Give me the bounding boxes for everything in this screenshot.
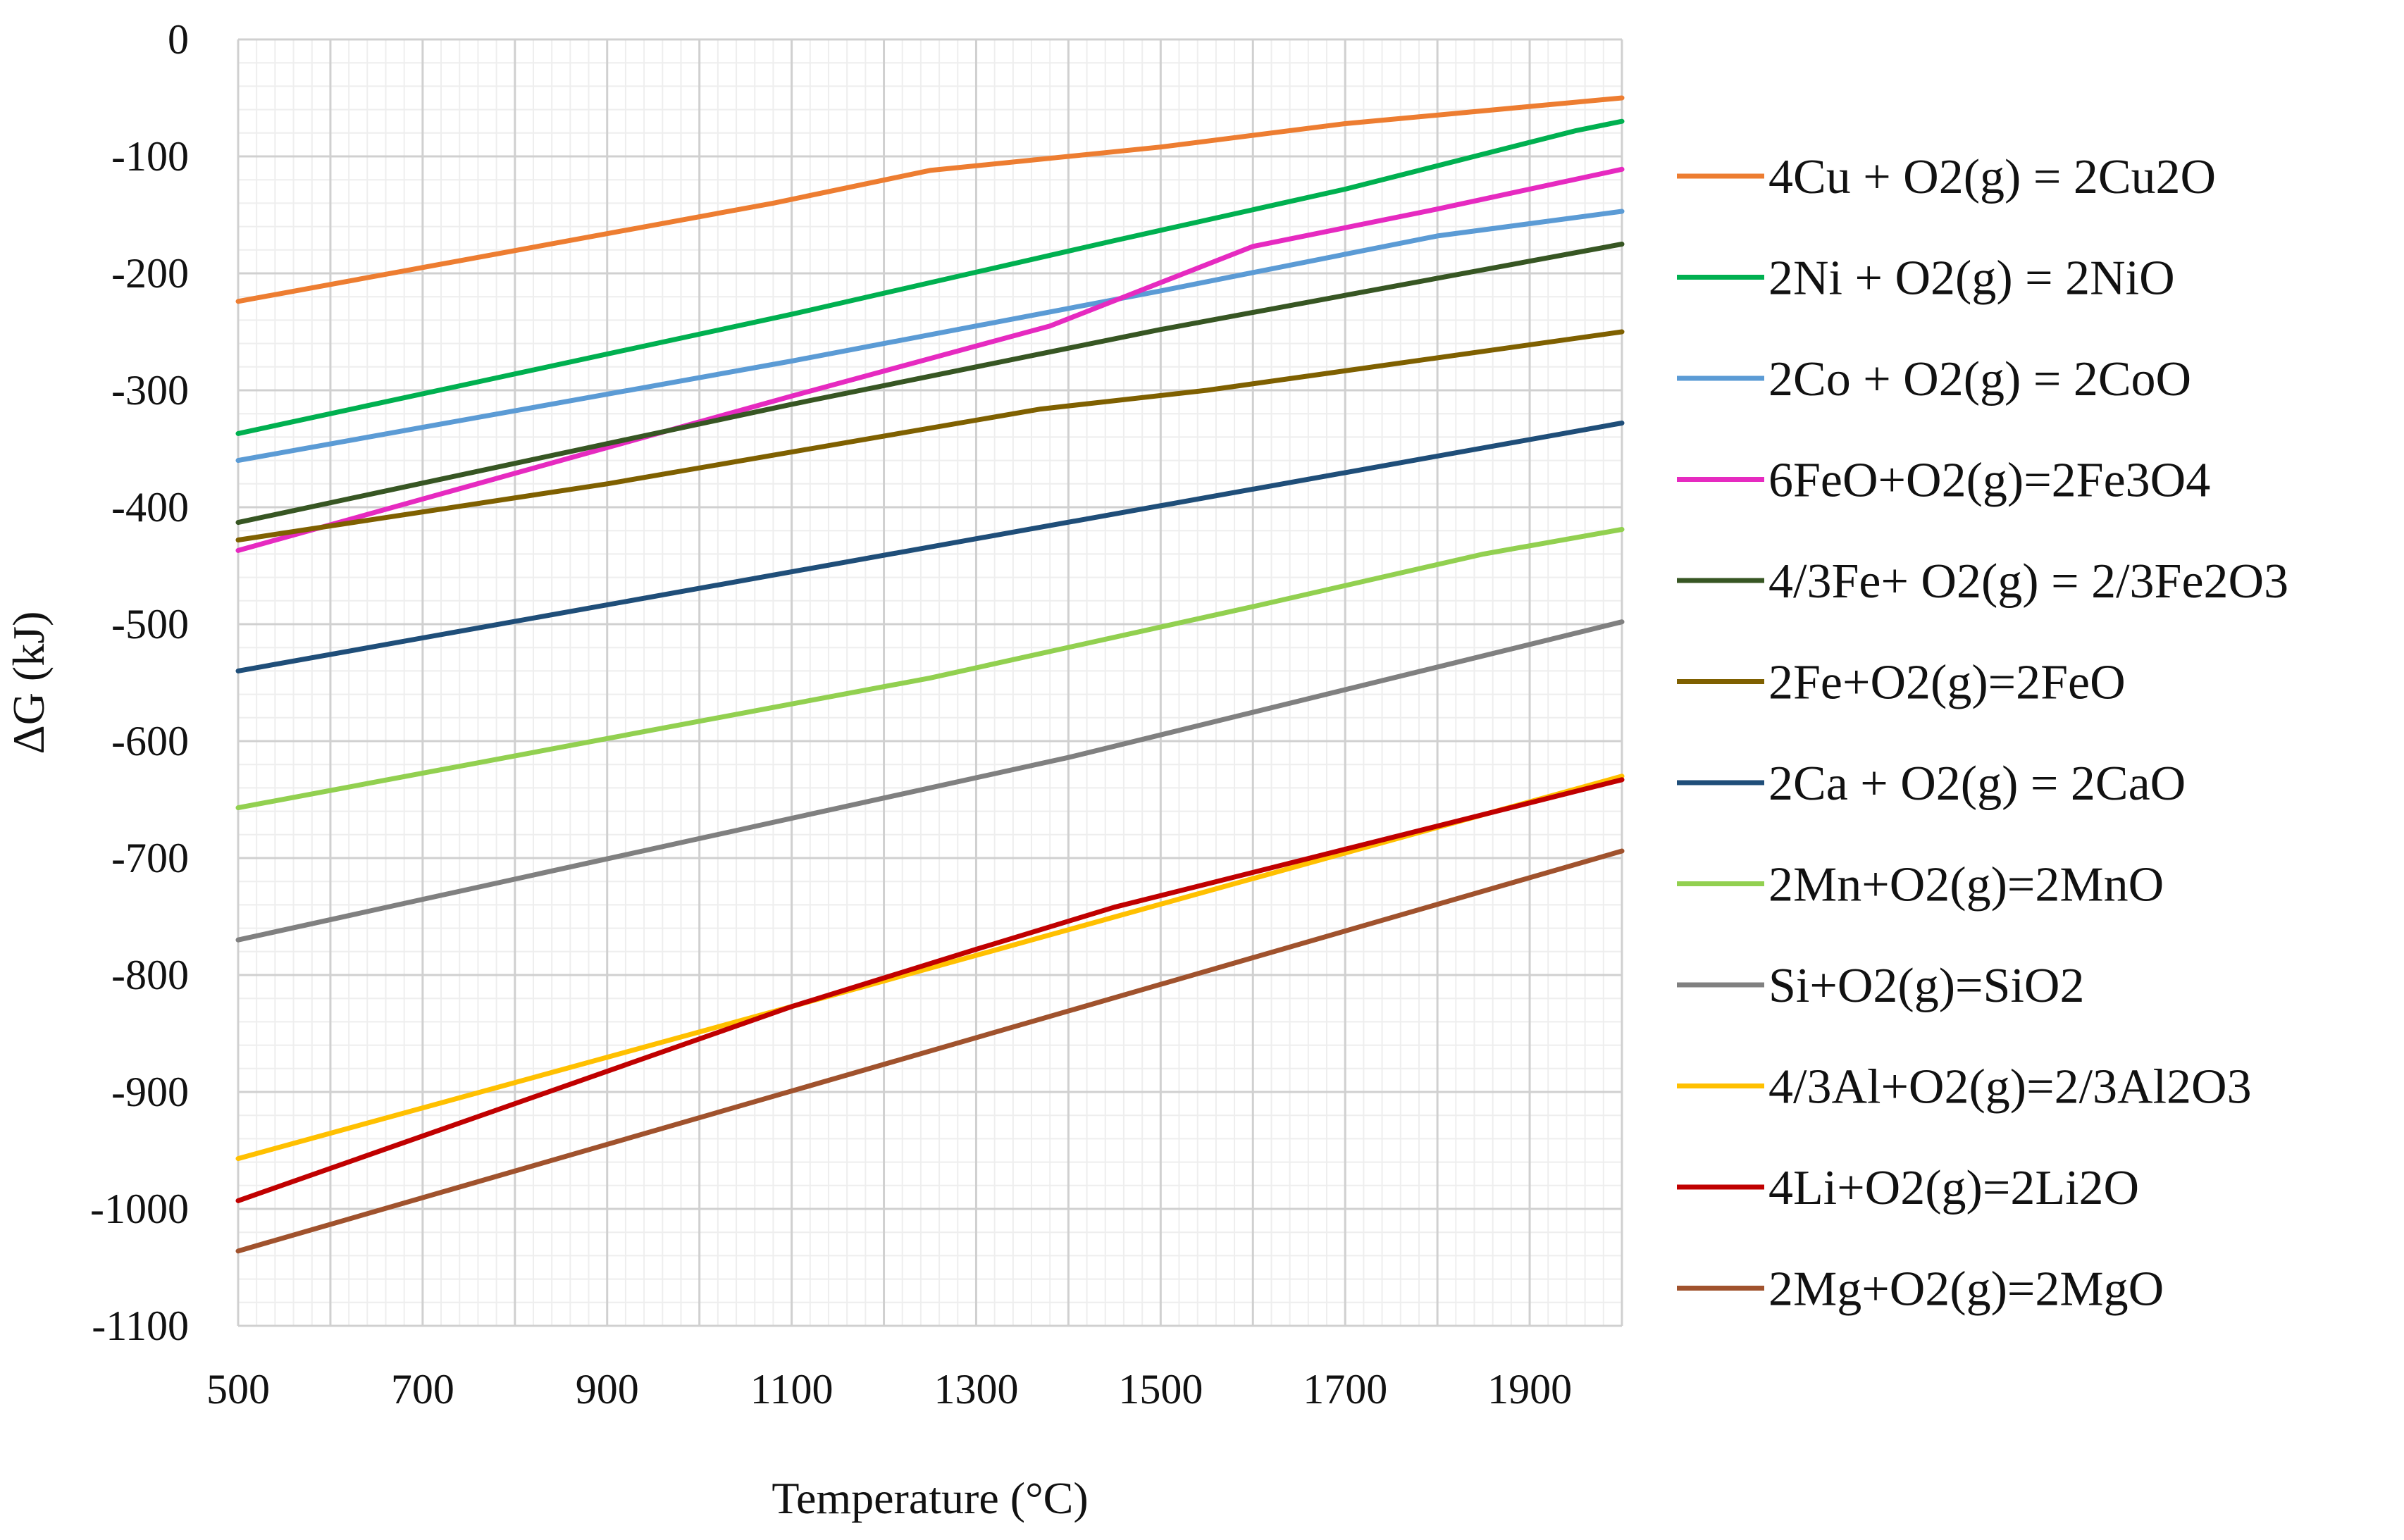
y-tick-label: -400 bbox=[111, 484, 189, 530]
x-tick-label: 900 bbox=[576, 1366, 639, 1412]
legend-label-7: 2Ca + O2(g) = 2CaO bbox=[1768, 757, 2186, 811]
y-axis-title: ΔG (kJ) bbox=[4, 611, 54, 755]
y-tick-label: -100 bbox=[111, 133, 189, 180]
x-tick-label: 500 bbox=[206, 1366, 270, 1412]
legend-label-12: 2Mg+O2(g)=2MgO bbox=[1768, 1262, 2164, 1317]
x-tick-label: 1300 bbox=[934, 1366, 1018, 1412]
legend-label-2: 2Ni + O2(g) = 2NiO bbox=[1768, 252, 2175, 306]
x-axis-tick-labels: 500 700 900 1100 1300 1500 1700 1900 bbox=[206, 1366, 1572, 1412]
legend-label-3: 2Co + O2(g) = 2CoO bbox=[1768, 352, 2191, 406]
series-line-9 bbox=[235, 619, 1625, 943]
y-tick-label: -200 bbox=[111, 250, 189, 297]
y-axis-tick-labels: 0 -100 -200 -300 -400 -500 -600 -700 -800 -900 -10… bbox=[90, 16, 189, 1349]
legend: 4Cu + O2(g) = 2Cu2O 2Ni + O2(g) = 2NiO 2Co… bbox=[1677, 150, 2288, 1317]
y-tick-label: -600 bbox=[111, 718, 189, 764]
legend-label-6: 2Fe+O2(g)=2FeO bbox=[1768, 656, 2126, 710]
y-tick-label: -700 bbox=[111, 835, 189, 881]
series-line-5 bbox=[235, 242, 1625, 526]
y-tick-label: -900 bbox=[111, 1069, 189, 1115]
x-tick-label: 1100 bbox=[750, 1366, 834, 1412]
series-line-3 bbox=[235, 209, 1625, 464]
legend-label-1: 4Cu + O2(g) = 2Cu2O bbox=[1768, 150, 2216, 204]
x-tick-label: 1500 bbox=[1118, 1366, 1203, 1412]
y-tick-label: -1000 bbox=[90, 1186, 189, 1232]
y-tick-label: -300 bbox=[111, 367, 189, 414]
series-line-12 bbox=[235, 848, 1625, 1254]
y-tick-label: -1100 bbox=[92, 1303, 189, 1349]
legend-label-5: 4/3Fe+ O2(g) = 2/3Fe2O3 bbox=[1768, 554, 2288, 609]
series-line-2 bbox=[235, 118, 1625, 436]
series-line-8 bbox=[235, 527, 1625, 811]
legend-label-4: 6FeO+O2(g)=2Fe3O4 bbox=[1768, 454, 2210, 508]
series-lines bbox=[235, 95, 1625, 1254]
minor-gridlines bbox=[238, 39, 1622, 1326]
y-tick-label: -500 bbox=[111, 601, 189, 647]
series-line-1 bbox=[235, 95, 1625, 304]
x-tick-label: 1900 bbox=[1487, 1366, 1572, 1412]
x-tick-label: 1700 bbox=[1303, 1366, 1387, 1412]
major-gridlines bbox=[237, 38, 1623, 1327]
legend-label-8: 2Mn+O2(g)=2MnO bbox=[1768, 858, 2164, 912]
x-tick-label: 700 bbox=[391, 1366, 454, 1412]
legend-label-9: Si+O2(g)=SiO2 bbox=[1768, 959, 2084, 1013]
legend-label-10: 4/3Al+O2(g)=2/3Al2O3 bbox=[1768, 1060, 2252, 1114]
legend-label-11: 4Li+O2(g)=2Li2O bbox=[1768, 1161, 2139, 1215]
y-tick-label: -800 bbox=[111, 952, 189, 998]
x-axis-title: Temperature (°C) bbox=[772, 1473, 1088, 1523]
series-line-6 bbox=[235, 329, 1625, 542]
series-line-7 bbox=[235, 421, 1625, 673]
y-tick-label: 0 bbox=[168, 16, 189, 63]
series-line-11 bbox=[235, 777, 1625, 1203]
